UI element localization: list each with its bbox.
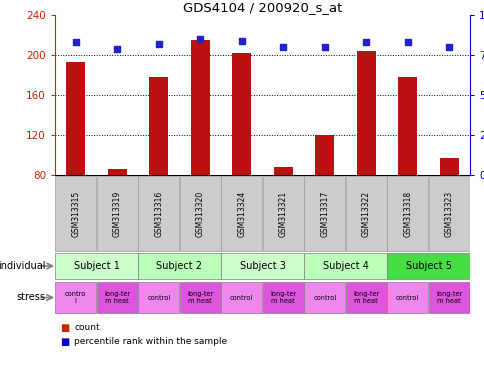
Point (72, 39, 79, 45)
Point (403, 39, 411, 45)
Text: long-ter
m heat: long-ter m heat (435, 291, 461, 304)
Text: long-ter
m heat: long-ter m heat (104, 291, 130, 304)
Bar (315, 135, 333, 175)
Bar (97, 176, 137, 251)
Text: stress: stress (16, 293, 45, 303)
Bar (138, 253, 220, 279)
Text: long-ter
m heat: long-ter m heat (270, 291, 296, 304)
Bar (221, 282, 261, 313)
Bar (356, 51, 375, 175)
Bar (345, 282, 386, 313)
Bar (428, 176, 469, 251)
Point (279, 44, 287, 50)
Bar (138, 176, 179, 251)
Text: ■: ■ (60, 323, 69, 333)
Point (237, 38, 245, 44)
Text: Subject 3: Subject 3 (239, 261, 285, 271)
Bar (397, 77, 416, 175)
Text: Subject 2: Subject 2 (156, 261, 202, 271)
Bar (387, 282, 427, 313)
Text: long-ter
m heat: long-ter m heat (352, 291, 378, 304)
Bar (180, 282, 220, 313)
Text: GSM313321: GSM313321 (278, 190, 287, 237)
Point (113, 46, 121, 52)
Text: GSM313323: GSM313323 (444, 190, 453, 237)
Bar (55, 176, 96, 251)
Text: Subject 1: Subject 1 (74, 261, 119, 271)
Bar (304, 282, 345, 313)
Text: GSM313316: GSM313316 (154, 190, 163, 237)
Bar (232, 53, 251, 175)
Bar (387, 253, 469, 279)
Point (362, 39, 369, 45)
Bar (439, 158, 458, 175)
Text: GSM313317: GSM313317 (319, 190, 329, 237)
Text: GSM313318: GSM313318 (402, 190, 411, 237)
Text: Subject 4: Subject 4 (322, 261, 368, 271)
Text: GSM313322: GSM313322 (361, 190, 370, 237)
Text: long-ter
m heat: long-ter m heat (187, 291, 213, 304)
Bar (262, 176, 303, 251)
Bar (55, 253, 137, 279)
Bar (55, 282, 96, 313)
Text: percentile rank within the sample: percentile rank within the sample (74, 338, 227, 346)
Bar (345, 176, 386, 251)
Text: GSM313324: GSM313324 (237, 190, 246, 237)
Point (444, 44, 452, 50)
Bar (107, 169, 126, 175)
Text: individual: individual (0, 261, 45, 271)
Text: Subject 5: Subject 5 (405, 261, 451, 271)
Bar (180, 176, 220, 251)
Point (196, 36, 204, 42)
Text: count: count (74, 323, 100, 333)
Bar (66, 62, 85, 175)
Bar (221, 253, 303, 279)
Bar (262, 282, 303, 313)
Point (154, 41, 162, 47)
Bar (191, 40, 209, 175)
Bar (221, 176, 261, 251)
Bar (273, 167, 292, 175)
Text: contro
l: contro l (65, 291, 86, 304)
Text: ■: ■ (60, 337, 69, 347)
Bar (304, 253, 386, 279)
Point (320, 44, 328, 50)
Bar (428, 282, 469, 313)
Text: control: control (395, 295, 419, 301)
Text: GSM313320: GSM313320 (196, 190, 204, 237)
Title: GDS4104 / 200920_s_at: GDS4104 / 200920_s_at (182, 1, 342, 14)
Text: control: control (313, 295, 336, 301)
Bar (97, 282, 137, 313)
Bar (149, 77, 168, 175)
Text: control: control (229, 295, 253, 301)
Text: GSM313315: GSM313315 (71, 190, 80, 237)
Text: GSM313319: GSM313319 (112, 190, 121, 237)
Bar (387, 176, 427, 251)
Bar (138, 282, 179, 313)
Bar (304, 176, 345, 251)
Text: control: control (147, 295, 170, 301)
